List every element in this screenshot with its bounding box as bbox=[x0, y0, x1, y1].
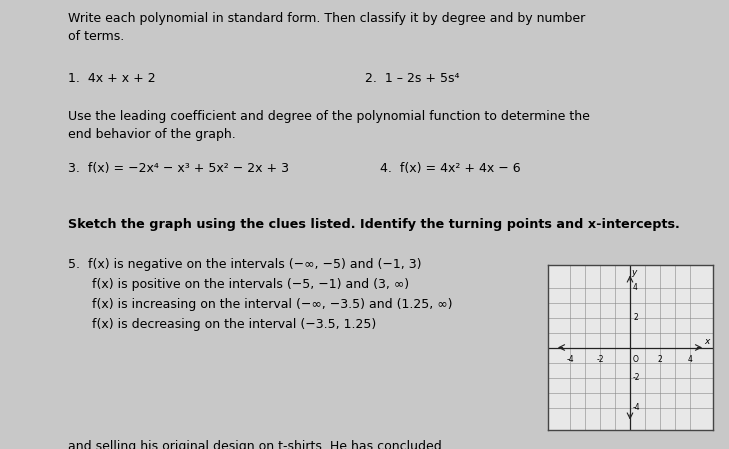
Text: -2: -2 bbox=[633, 373, 641, 382]
Text: Write each polynomial in standard form. Then classify it by degree and by number: Write each polynomial in standard form. … bbox=[68, 12, 585, 43]
Text: f(x) is increasing on the interval (−∞, −3.5) and (1.25, ∞): f(x) is increasing on the interval (−∞, … bbox=[68, 298, 453, 311]
Text: f(x) is positive on the intervals (−5, −1) and (3, ∞): f(x) is positive on the intervals (−5, −… bbox=[68, 278, 409, 291]
Text: and selling his original design on t-shirts. He has concluded: and selling his original design on t-shi… bbox=[68, 440, 442, 449]
Text: 4: 4 bbox=[687, 355, 693, 364]
Text: 4: 4 bbox=[633, 283, 638, 292]
Text: 2.  1 – 2s + 5s⁴: 2. 1 – 2s + 5s⁴ bbox=[365, 72, 459, 85]
Text: 2: 2 bbox=[633, 313, 638, 322]
Text: f(x) is decreasing on the interval (−3.5, 1.25): f(x) is decreasing on the interval (−3.5… bbox=[68, 318, 376, 331]
Text: -4: -4 bbox=[566, 355, 574, 364]
Text: x: x bbox=[703, 337, 709, 346]
Text: -2: -2 bbox=[596, 355, 604, 364]
Text: 1.  4x + x + 2: 1. 4x + x + 2 bbox=[68, 72, 155, 85]
Text: 4.  f(x) = 4x² + 4x − 6: 4. f(x) = 4x² + 4x − 6 bbox=[380, 162, 521, 175]
Text: Sketch the graph using the clues listed. Identify the turning points and x-inter: Sketch the graph using the clues listed.… bbox=[68, 218, 679, 231]
Text: -4: -4 bbox=[633, 403, 641, 412]
Text: 3.  f(x) = −2x⁴ − x³ + 5x² − 2x + 3: 3. f(x) = −2x⁴ − x³ + 5x² − 2x + 3 bbox=[68, 162, 289, 175]
Text: 2: 2 bbox=[658, 355, 663, 364]
Text: O: O bbox=[632, 355, 638, 364]
Text: 5.  f(x) is negative on the intervals (−∞, −5) and (−1, 3): 5. f(x) is negative on the intervals (−∞… bbox=[68, 258, 421, 271]
Text: y: y bbox=[631, 268, 636, 277]
Text: Use the leading coefficient and degree of the polynomial function to determine t: Use the leading coefficient and degree o… bbox=[68, 110, 590, 141]
